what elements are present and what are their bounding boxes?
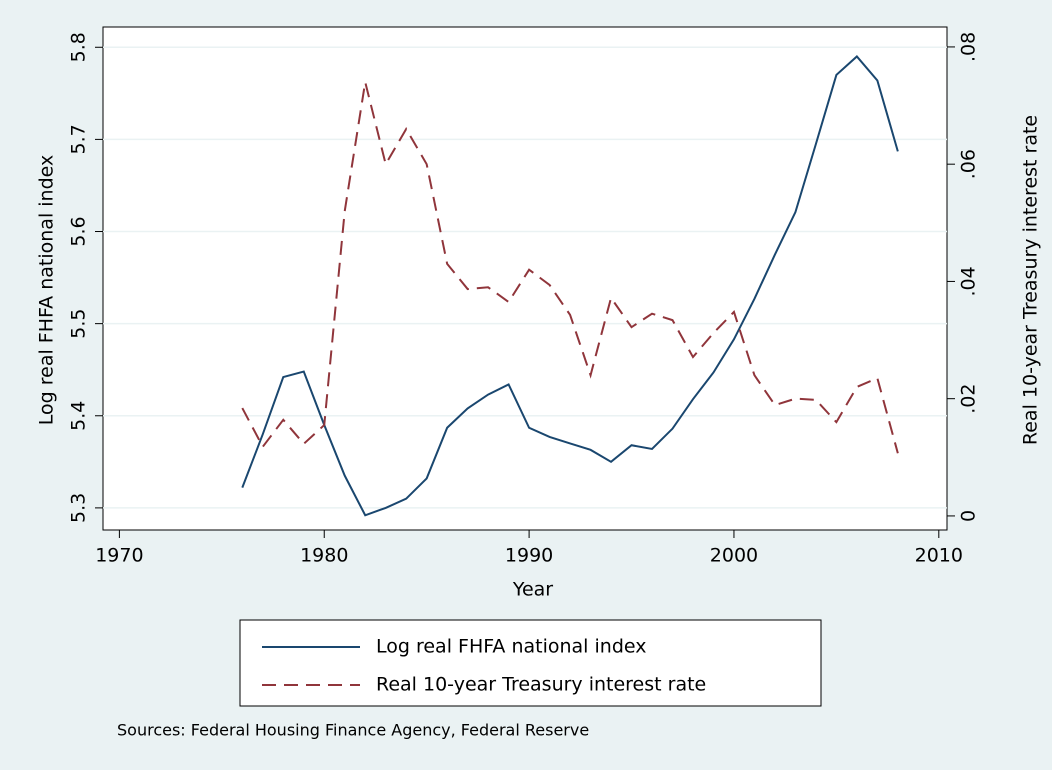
y-tick-label: 5.8 [68, 32, 90, 62]
x-tick-label: 2010 [915, 545, 963, 567]
note: Sources: Federal Housing Finance Agency,… [117, 721, 589, 740]
x-tick-label: 1970 [95, 545, 143, 567]
y2-tick-label: .04 [958, 266, 980, 296]
x-tick-label: 1980 [300, 545, 348, 567]
y-tick-label: 5.6 [68, 216, 90, 246]
legend [239, 619, 822, 707]
line-series [241, 81, 899, 454]
x-tick-label: 1990 [505, 545, 553, 567]
y2-tick-label: .06 [958, 149, 980, 179]
y-tick-label: 5.4 [68, 401, 90, 431]
y2-tick-label: .02 [958, 384, 980, 414]
y2-axis-title: Real 10-year Treasury interest rate [1020, 115, 1042, 445]
y-axis-title: Log real FHFA national index [36, 155, 58, 425]
line-series [241, 55, 899, 517]
y-tick-label: 5.5 [68, 309, 90, 339]
y-tick-label: 5.7 [68, 124, 90, 154]
x-tick-label: 2000 [710, 545, 758, 567]
plot-area [102, 26, 948, 531]
y-tick-label: 5.3 [68, 493, 90, 523]
x-axis-title: Year [512, 579, 553, 601]
legend-label: Log real FHFA national index [376, 636, 646, 658]
legend-label: Real 10-year Treasury interest rate [376, 674, 706, 696]
y2-tick-label: 0 [958, 510, 980, 522]
y2-tick-label: .08 [958, 32, 980, 62]
